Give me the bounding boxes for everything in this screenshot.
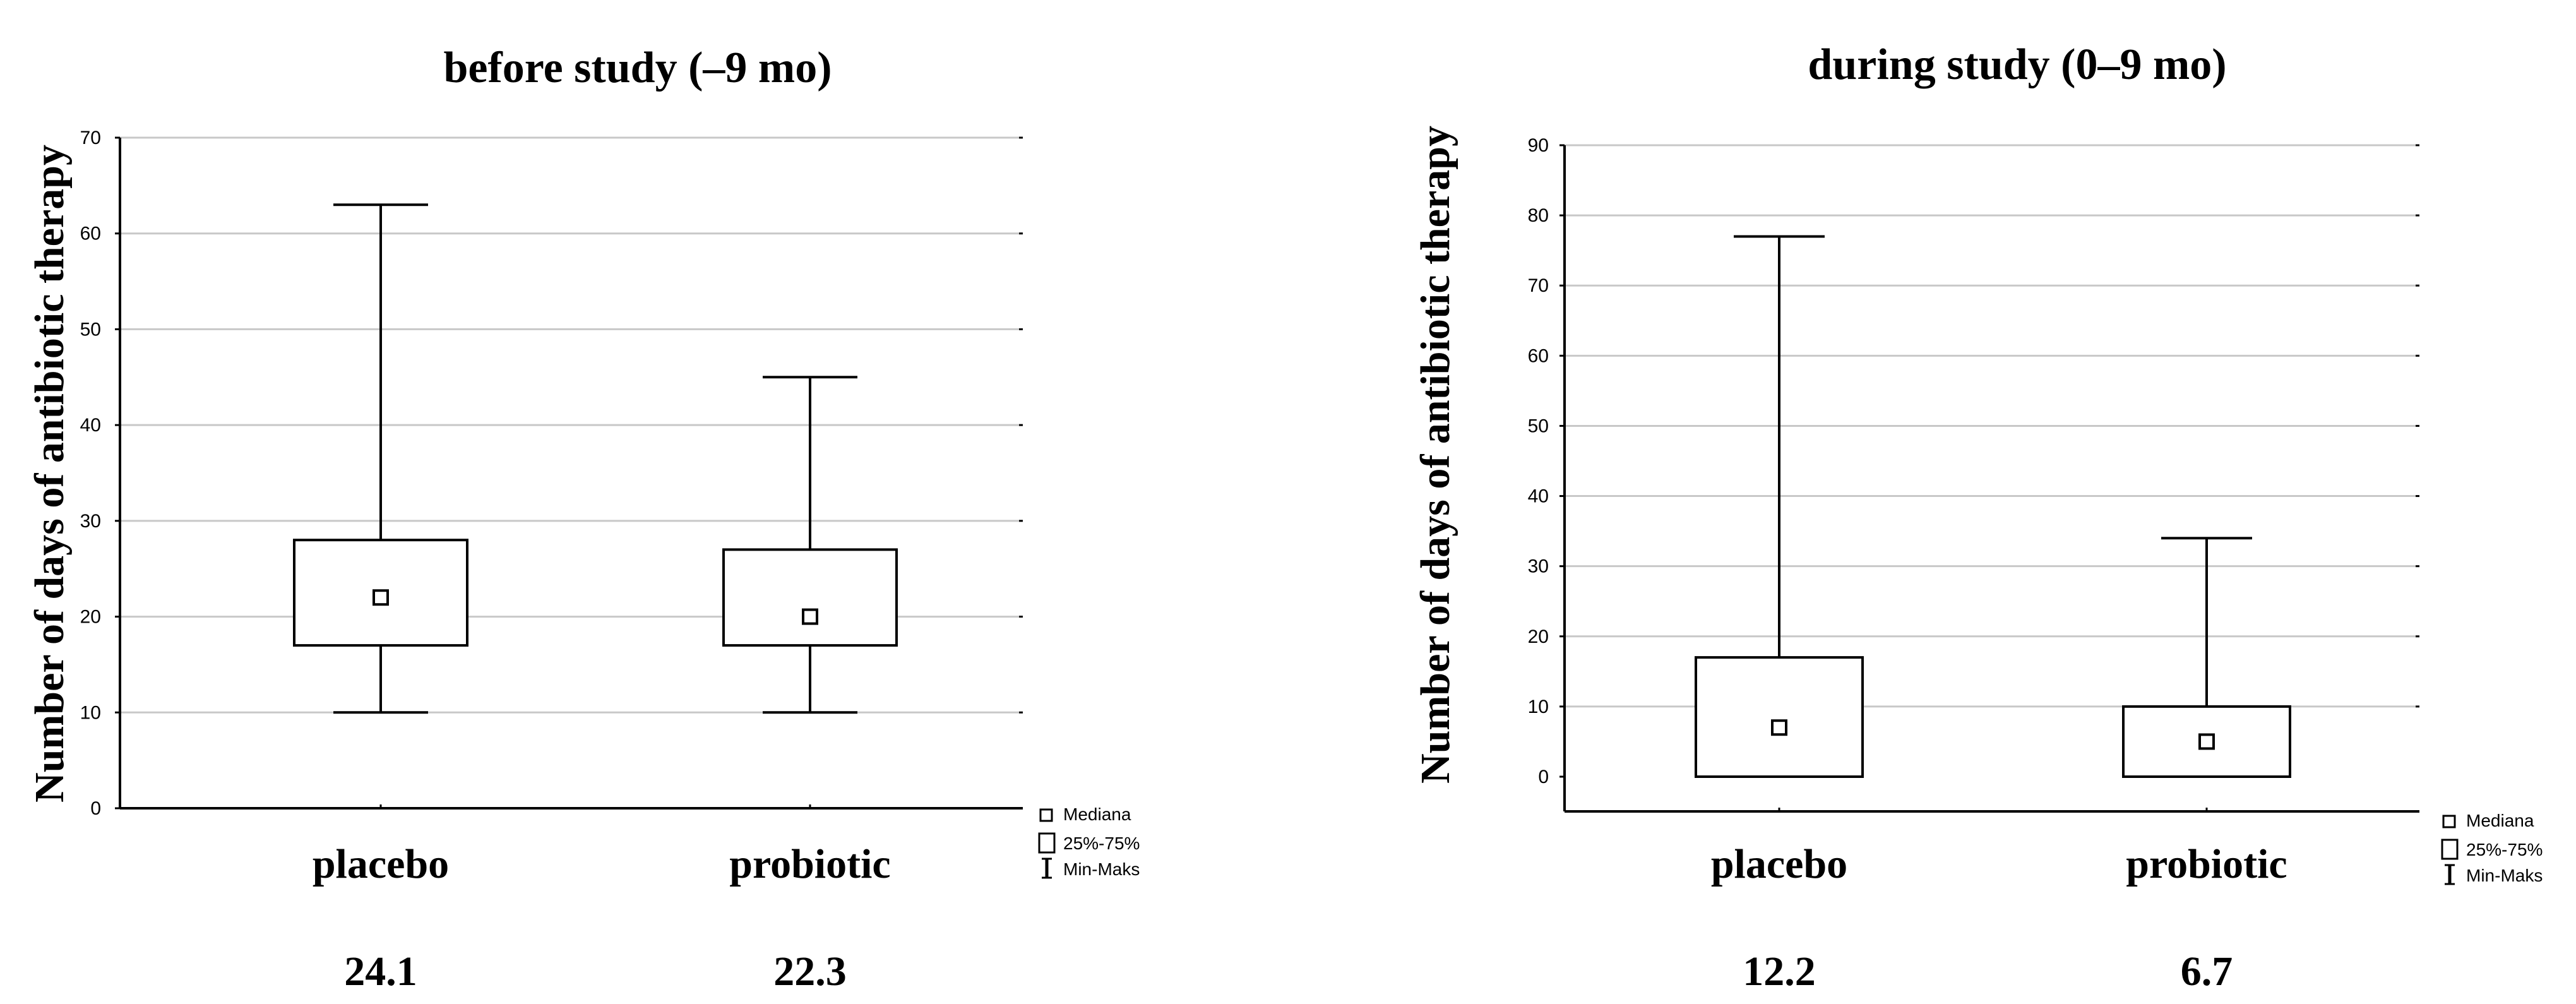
legend-item-range: Min-Maks [2466, 866, 2543, 885]
chart-panel-2: during study (0–9 mo) Number of days of a… [1412, 40, 2543, 995]
box-placebo: placebo 24.1 [293, 203, 468, 995]
box-probiotic: probiotic 6.7 [2122, 537, 2291, 995]
legend-item-range: Min-Maks [1063, 859, 1140, 879]
y-tick-label: 70 [80, 128, 101, 148]
y-tick-label: 90 [1528, 135, 1549, 156]
median-marker [1771, 719, 1787, 736]
y-tick-label: 30 [80, 511, 101, 532]
y-tick-label: 70 [1528, 275, 1549, 296]
legend-iqr-icon [1038, 832, 1056, 854]
y-tick-label: 80 [1528, 205, 1549, 226]
y-tick-label: 10 [1528, 696, 1549, 717]
y-axis-label: Number of days of antibiotic therapy [27, 145, 73, 803]
y-tick-label: 10 [80, 702, 101, 723]
y-tick-label: 50 [1528, 415, 1549, 436]
legend-item-iqr: 25%-75% [2466, 840, 2543, 859]
y-tick-label: 40 [1528, 486, 1549, 507]
value-label: 22.3 [773, 948, 847, 995]
chart-title: before study (–9 mo) [443, 44, 832, 92]
legend-iqr-icon [2441, 839, 2459, 860]
legend: Mediana 25%-75% Min-Maks [1038, 804, 1140, 879]
y-tick-label: 20 [80, 607, 101, 628]
y-tick-label: 30 [1528, 556, 1549, 577]
chart-panel-1: before study (–9 mo) Number of days of an… [27, 44, 1140, 995]
y-axis-label: Number of days of antibiotic therapy [1412, 126, 1458, 784]
legend: Mediana 25%-75% Min-Maks [2441, 811, 2543, 885]
iqr-box [722, 548, 898, 647]
category-label: probiotic [2126, 841, 2287, 887]
legend-median-icon [1039, 808, 1053, 822]
value-label: 6.7 [2181, 948, 2233, 995]
category-label: probiotic [729, 841, 890, 887]
y-tick-label: 0 [1538, 767, 1549, 787]
chart-title: during study (0–9 mo) [1808, 40, 2226, 89]
y-tick-label: 0 [90, 798, 101, 819]
category-label: placebo [1711, 841, 1847, 887]
value-label: 12.2 [1743, 948, 1816, 995]
legend-item-median: Mediana [2466, 811, 2534, 830]
legend-item-median: Mediana [1063, 804, 1131, 824]
y-tick-label: 60 [80, 224, 101, 244]
category-label: placebo [313, 841, 449, 887]
median-marker [2198, 733, 2215, 750]
y-tick-label: 50 [80, 319, 101, 340]
value-label: 24.1 [344, 948, 417, 995]
y-tick-label: 60 [1528, 345, 1549, 366]
legend-item-iqr: 25%-75% [1063, 834, 1140, 853]
box-probiotic: probiotic 22.3 [722, 376, 898, 995]
y-tick-label: 20 [1528, 626, 1549, 647]
median-marker [373, 589, 389, 606]
legend-median-icon [2442, 815, 2456, 828]
iqr-box [1695, 656, 1864, 778]
y-tick-label: 40 [80, 415, 101, 436]
median-marker [802, 608, 818, 625]
box-placebo: placebo 12.2 [1695, 235, 1864, 995]
